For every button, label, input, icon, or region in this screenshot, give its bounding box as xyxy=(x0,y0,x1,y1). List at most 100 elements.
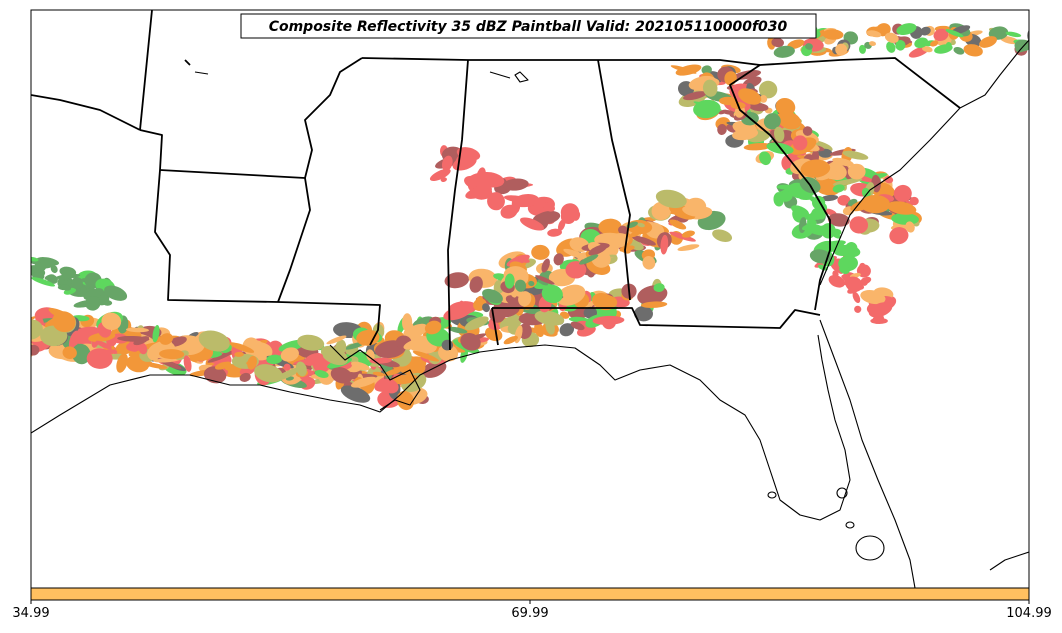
reflectivity-blob xyxy=(759,151,772,166)
reflectivity-blob xyxy=(930,40,939,47)
reflectivity-blob xyxy=(979,36,997,48)
reflectivity-blob xyxy=(116,353,128,373)
reflectivity-blob xyxy=(369,357,392,364)
reflectivity-blob xyxy=(95,340,112,350)
reflectivity-blob xyxy=(802,126,813,136)
reflectivity-blob xyxy=(722,110,735,115)
coastlines xyxy=(31,39,1029,588)
reflectivity-blob xyxy=(85,295,101,311)
reflectivity-blob xyxy=(775,97,796,116)
reflectivity-blob xyxy=(802,223,814,231)
reflectivity-blob xyxy=(799,195,815,201)
reflectivity-blob xyxy=(743,142,773,151)
reflectivity-blob xyxy=(59,266,77,277)
reflectivity-blob xyxy=(792,135,808,151)
reflectivity-blob xyxy=(701,65,712,75)
reflectivity-blob xyxy=(677,244,700,251)
reflectivity-blob xyxy=(945,42,952,50)
title-box xyxy=(240,13,817,39)
reflectivity-blob xyxy=(326,335,347,345)
reflectivity-blob xyxy=(246,360,254,365)
reflectivity-blob xyxy=(473,187,493,200)
reflectivity-blob xyxy=(640,301,668,308)
reflectivity-blob xyxy=(634,305,653,322)
reflectivity-blob xyxy=(774,126,785,143)
reflectivity-blob xyxy=(203,366,227,384)
reflectivity-blob xyxy=(495,303,520,318)
reflectivity-blob xyxy=(909,196,919,206)
reflectivity-blob xyxy=(717,124,727,135)
reflectivity-blob xyxy=(669,219,687,230)
reflectivity-blob xyxy=(618,225,628,235)
reflectivity-blob xyxy=(845,276,863,292)
colorbar-tick-label-max: 104.99 xyxy=(1006,606,1052,621)
reflectivity-blob xyxy=(44,274,55,280)
reflectivity-blob xyxy=(565,261,587,279)
reflectivity-blob xyxy=(330,367,353,384)
reflectivity-blob xyxy=(842,150,869,160)
reflectivity-blob xyxy=(535,275,555,285)
reflectivity-blob xyxy=(159,333,173,345)
reflectivity-blob xyxy=(849,216,869,234)
reflectivity-blob xyxy=(869,41,876,47)
reflectivity-blob xyxy=(588,244,607,256)
reflectivity-blob xyxy=(448,326,468,334)
reflectivity-blob xyxy=(850,198,876,212)
reflectivity-blob xyxy=(444,272,470,289)
reflectivity-blob xyxy=(832,178,863,186)
reflectivity-blob xyxy=(732,70,762,80)
reflectivity-blob xyxy=(351,361,370,371)
reflectivity-blob xyxy=(794,209,812,220)
reflectivity-blob xyxy=(504,273,515,289)
reflectivity-blob xyxy=(356,329,380,346)
reflectivity-blob xyxy=(914,37,929,49)
reflectivity-blob xyxy=(531,244,550,260)
reflectivity-blob xyxy=(183,355,192,372)
reflectivity-blob xyxy=(482,288,503,304)
reflectivity-blob xyxy=(280,347,299,362)
reflectivity-blob xyxy=(105,349,118,354)
reflectivity-blob xyxy=(283,363,291,371)
reflectivity-blob xyxy=(403,323,427,337)
reflectivity-blob xyxy=(456,147,481,161)
reflectivity-blob xyxy=(787,39,805,49)
reflectivity-blob xyxy=(304,352,324,366)
state-boundaries xyxy=(31,10,961,351)
reflectivity-blob xyxy=(86,348,113,369)
reflectivity-blob xyxy=(631,235,656,246)
reflectivity-blob xyxy=(860,277,869,286)
reflectivity-blob xyxy=(702,79,718,97)
reflectivity-blob xyxy=(62,346,77,360)
reflectivity-blob xyxy=(653,283,665,293)
reflectivity-blob xyxy=(229,342,255,353)
reflectivity-blob xyxy=(889,227,909,245)
reflectivity-blob xyxy=(239,372,251,382)
reflectivity-blob xyxy=(763,113,781,130)
reflectivity-blob xyxy=(71,343,91,365)
reflectivity-blob xyxy=(517,256,530,263)
colorbar-tick-label-mid: 69.99 xyxy=(511,606,549,621)
reflectivity-blob xyxy=(511,313,520,321)
reflectivity-blob xyxy=(340,385,371,403)
reflectivity-blob xyxy=(560,203,580,222)
reflectivity-blob xyxy=(553,253,564,266)
reflectivity-blob xyxy=(773,45,795,58)
reflectivity-blob xyxy=(384,368,402,376)
reflectivity-blob xyxy=(401,313,413,332)
reflectivity-blob xyxy=(779,191,793,202)
reflectivity-blob xyxy=(945,29,964,38)
reflectivity-blob xyxy=(683,91,707,101)
reflectivity-blob xyxy=(31,277,56,287)
reflectivity-blob xyxy=(884,32,899,44)
reflectivity-blob xyxy=(682,206,704,217)
reflectivity-blob xyxy=(771,37,784,48)
map-title: Composite Reflectivity 35 dBZ Paintball … xyxy=(269,19,788,35)
reflectivity-blob xyxy=(886,201,917,215)
reflectivity-blob xyxy=(500,204,518,219)
reflectivity-blob xyxy=(234,351,244,357)
reflectivity-blob xyxy=(295,361,307,377)
reflectivity-blob xyxy=(512,194,539,208)
reflectivity-blob xyxy=(570,321,585,331)
reflectivity-blob xyxy=(859,262,866,270)
reflectivity-blob xyxy=(487,192,505,211)
